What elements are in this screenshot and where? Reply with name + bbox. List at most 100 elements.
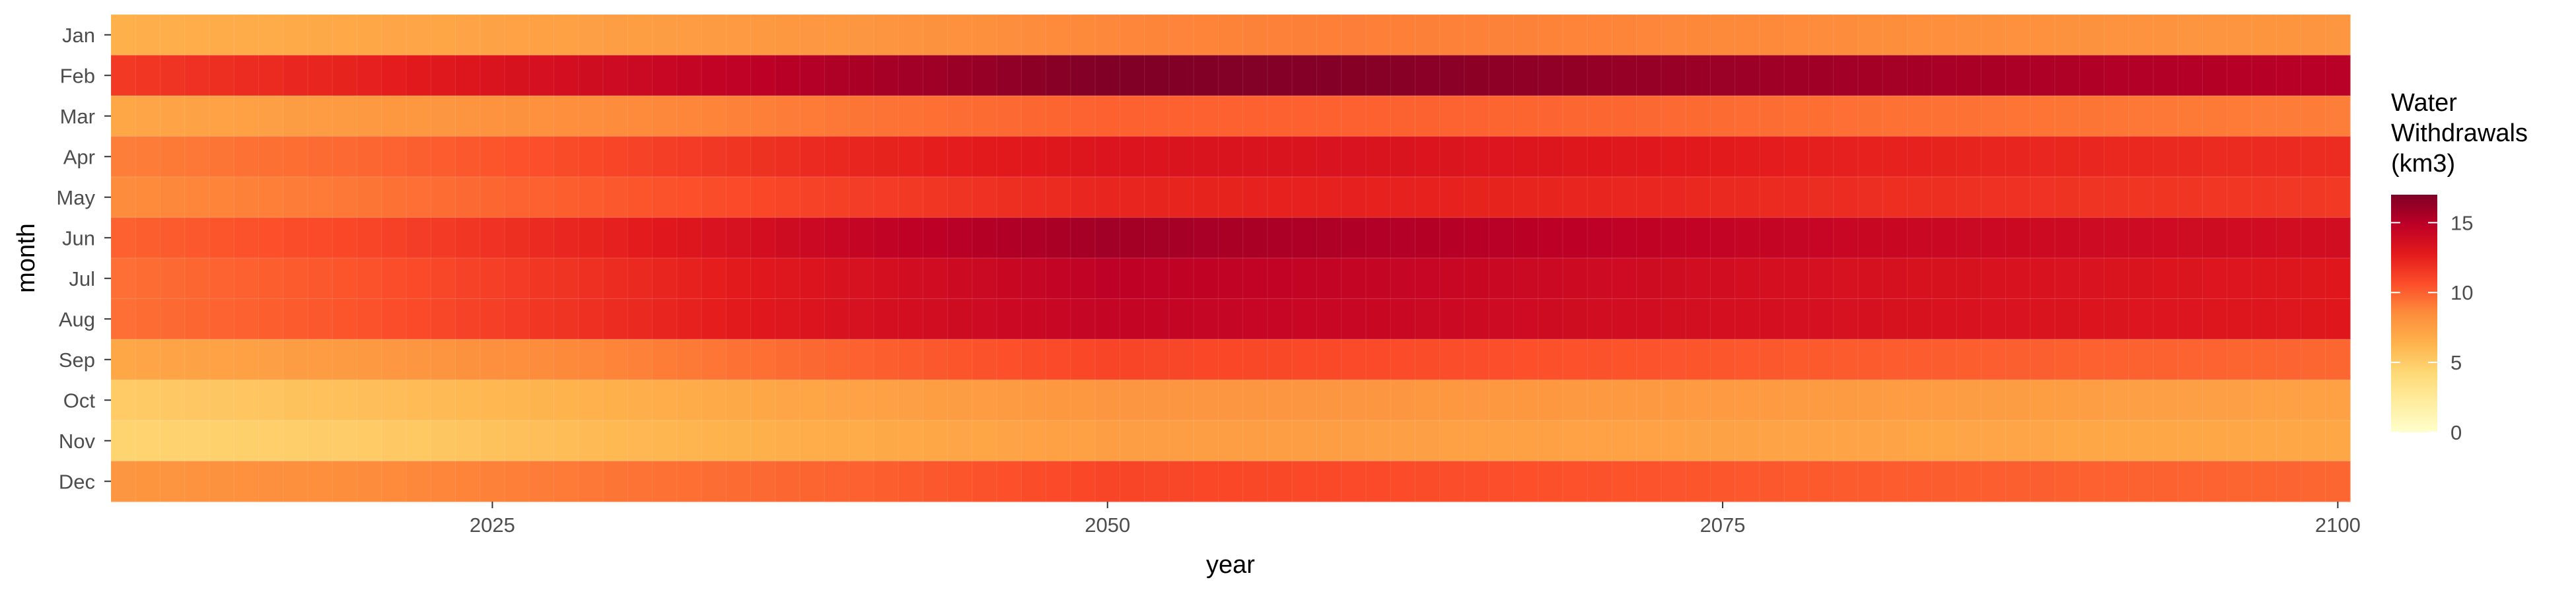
- heatmap-cell: [406, 420, 431, 462]
- heatmap-cell: [1168, 96, 1194, 137]
- heatmap-cell: [1857, 339, 1883, 381]
- heatmap-cell: [1194, 177, 1219, 218]
- heatmap-cell: [480, 217, 505, 259]
- heatmap-cell: [603, 339, 628, 381]
- heatmap-cell: [1120, 217, 1145, 259]
- heatmap-cell: [1316, 339, 1342, 381]
- heatmap-cell: [2005, 217, 2031, 259]
- heatmap-cell: [947, 15, 973, 56]
- heatmap-cell: [1513, 461, 1539, 502]
- heatmap-cell: [1587, 298, 1613, 340]
- heatmap-cell: [258, 136, 284, 178]
- heatmap-cell: [1612, 177, 1637, 218]
- heatmap-cell: [1390, 298, 1415, 340]
- heatmap-cell: [1636, 380, 1662, 421]
- heatmap-cell: [603, 258, 628, 300]
- heatmap-cell: [1365, 217, 1391, 259]
- heatmap-cell: [1907, 136, 1933, 178]
- heatmap-cell: [1021, 15, 1047, 56]
- heatmap-cell: [381, 258, 407, 300]
- heatmap-cell: [529, 55, 555, 96]
- heatmap-cell: [701, 258, 727, 300]
- heatmap-cell: [1735, 96, 1760, 137]
- y-axis-title: month: [13, 223, 40, 293]
- heatmap-cell: [972, 217, 997, 259]
- heatmap-cell: [2153, 339, 2178, 381]
- heatmap-cell: [455, 420, 481, 462]
- heatmap-cell: [2153, 55, 2178, 96]
- heatmap-cell: [258, 177, 284, 218]
- heatmap-cell: [234, 339, 260, 381]
- heatmap-cell: [824, 380, 850, 421]
- heatmap-cell: [2054, 298, 2080, 340]
- heatmap-cell: [1046, 217, 1071, 259]
- heatmap-cell: [2128, 258, 2154, 300]
- heatmap-cell: [1218, 380, 1244, 421]
- heatmap-cell: [1021, 461, 1047, 502]
- heatmap-cell: [972, 177, 997, 218]
- heatmap-cell: [1661, 15, 1686, 56]
- heatmap-cell: [1218, 55, 1244, 96]
- heatmap-cell: [431, 420, 456, 462]
- heatmap-cell: [603, 217, 628, 259]
- heatmap-cell: [1661, 461, 1686, 502]
- heatmap-cell: [1144, 380, 1170, 421]
- heatmap-cell: [529, 420, 555, 462]
- heatmap-cell: [652, 217, 678, 259]
- heatmap-cell: [1316, 298, 1342, 340]
- heatmap-cell: [800, 96, 825, 137]
- heatmap-cell: [1464, 298, 1489, 340]
- heatmap-cell: [1956, 420, 1982, 462]
- heatmap-cell: [1021, 177, 1047, 218]
- heatmap-cell: [1070, 177, 1096, 218]
- heatmap-cell: [332, 339, 358, 381]
- heatmap-cell: [1242, 96, 1268, 137]
- heatmap-cell: [1439, 96, 1465, 137]
- heatmap-cell: [1194, 380, 1219, 421]
- heatmap-cell: [111, 96, 136, 137]
- heatmap-cell: [898, 15, 923, 56]
- heatmap-cell: [1931, 420, 1957, 462]
- heatmap-cell: [1538, 55, 1563, 96]
- heatmap-cell: [357, 15, 382, 56]
- heatmap-cell: [1242, 136, 1268, 178]
- heatmap-cell: [1981, 339, 2007, 381]
- heatmap-cell: [160, 298, 186, 340]
- heatmap-cell: [873, 420, 899, 462]
- heatmap-cell: [1735, 136, 1760, 178]
- heatmap-cell: [1489, 55, 1514, 96]
- heatmap-cell: [972, 420, 997, 462]
- heatmap-cell: [1661, 96, 1686, 137]
- heatmap-cell: [775, 339, 801, 381]
- heatmap-cell: [160, 258, 186, 300]
- heatmap-cell: [1267, 380, 1293, 421]
- heatmap-cell: [2251, 136, 2277, 178]
- heatmap-cell: [2005, 15, 2031, 56]
- heatmap-cell: [1095, 55, 1120, 96]
- heatmap-cell: [505, 15, 530, 56]
- heatmap-cell: [1194, 15, 1219, 56]
- heatmap-cell: [2104, 96, 2129, 137]
- heatmap-cell: [1784, 339, 1810, 381]
- heatmap-cell: [2104, 217, 2129, 259]
- heatmap-cell: [2227, 136, 2252, 178]
- heatmap-cell: [1562, 177, 1588, 218]
- heatmap-cell: [1218, 420, 1244, 462]
- heatmap-cell: [1587, 15, 1613, 56]
- heatmap-cell: [947, 136, 973, 178]
- heatmap-cell: [2054, 96, 2080, 137]
- heatmap-cell: [283, 217, 308, 259]
- heatmap-cell: [1636, 298, 1662, 340]
- heatmap-cell: [308, 298, 333, 340]
- heatmap-cell: [1833, 55, 1859, 96]
- y-tick-label: Jan: [62, 24, 95, 47]
- heatmap-cell: [1562, 96, 1588, 137]
- heatmap-cell: [1316, 420, 1342, 462]
- heatmap-cell: [2202, 298, 2228, 340]
- heatmap-cell: [652, 96, 678, 137]
- heatmap-cell: [775, 461, 801, 502]
- heatmap-cell: [431, 177, 456, 218]
- heatmap-cell: [529, 96, 555, 137]
- legend-tick-label: 10: [2451, 281, 2473, 304]
- heatmap-cell: [1882, 420, 1908, 462]
